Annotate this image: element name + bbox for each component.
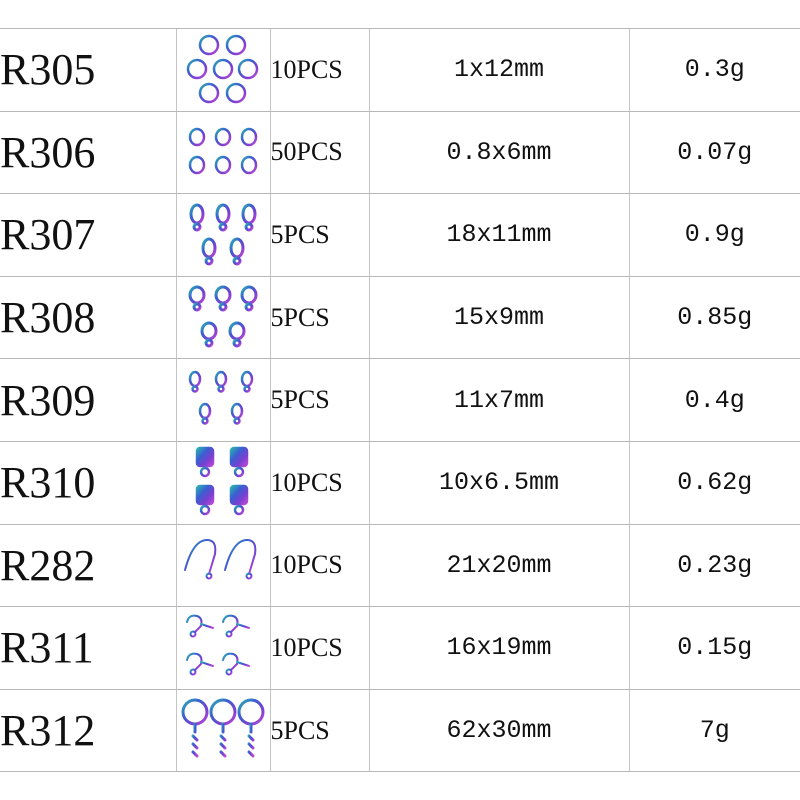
quantity: 10PCS bbox=[269, 523, 369, 608]
product-code: R312 bbox=[0, 688, 176, 773]
table-row: R307 5PCS 18x11mm 0.9g bbox=[0, 193, 800, 277]
product-thumbnail bbox=[175, 193, 270, 277]
spec-table: R305 10PCS 1x12mm 0.3g R306 50PCS bbox=[0, 28, 800, 773]
weight: 0.4g bbox=[628, 358, 800, 442]
product-code: R309 bbox=[0, 358, 176, 442]
product-code: R311 bbox=[0, 606, 176, 690]
key-ring-icon bbox=[181, 698, 265, 758]
weight: 0.9g bbox=[628, 193, 800, 277]
quantity: 50PCS bbox=[269, 110, 369, 195]
product-code: R308 bbox=[0, 275, 176, 360]
table-row: R309 5PCS 11x7mm 0.4g bbox=[0, 358, 800, 442]
quantity: 5PCS bbox=[269, 193, 369, 277]
product-code: R305 bbox=[0, 28, 176, 112]
dimensions: 62x30mm bbox=[368, 688, 629, 773]
product-thumbnail bbox=[175, 358, 270, 442]
dimensions: 18x11mm bbox=[368, 193, 629, 277]
weight: 0.07g bbox=[628, 110, 800, 195]
quantity: 10PCS bbox=[269, 440, 369, 525]
lobster-clasp-small-icon bbox=[188, 370, 254, 425]
quantity: 5PCS bbox=[269, 688, 369, 773]
quantity: 10PCS bbox=[269, 28, 369, 112]
product-thumbnail bbox=[175, 110, 270, 195]
ear-wire-icon bbox=[186, 614, 250, 676]
product-code: R282 bbox=[0, 523, 176, 608]
quantity: 10PCS bbox=[269, 606, 369, 690]
table-row: R310 10PCS 10x6.5mm 0.62g bbox=[0, 440, 800, 525]
table-row: R308 5PCS 15x9mm 0.85g bbox=[0, 275, 800, 360]
weight: 0.85g bbox=[628, 275, 800, 360]
dimensions: 1x12mm bbox=[368, 28, 629, 112]
table-row: R282 10PCS 21x20mm 0.23g bbox=[0, 523, 800, 608]
product-code: R307 bbox=[0, 193, 176, 277]
weight: 0.15g bbox=[628, 606, 800, 690]
end-cap-icon bbox=[195, 446, 249, 516]
weight: 0.62g bbox=[628, 440, 800, 525]
product-thumbnail bbox=[175, 523, 270, 608]
dimensions: 15x9mm bbox=[368, 275, 629, 360]
dimensions: 10x6.5mm bbox=[368, 440, 629, 525]
table-row: R312 5PCS 62x30mm 7g bbox=[0, 688, 800, 773]
product-thumbnail bbox=[175, 28, 270, 112]
lobster-clasp-icon bbox=[189, 203, 257, 266]
quantity: 5PCS bbox=[269, 275, 369, 360]
product-code: R306 bbox=[0, 110, 176, 195]
weight: 7g bbox=[628, 688, 800, 773]
table-row: R305 10PCS 1x12mm 0.3g bbox=[0, 28, 800, 112]
product-thumbnail bbox=[175, 606, 270, 690]
table-row: R306 50PCS 0.8x6mm 0.07g bbox=[0, 110, 800, 195]
small-jump-ring-icon bbox=[188, 128, 258, 175]
table-row: R311 10PCS 16x19mm 0.15g bbox=[0, 606, 800, 690]
lobster-clasp-icon bbox=[188, 285, 258, 348]
dimensions: 16x19mm bbox=[368, 606, 629, 690]
dimensions: 21x20mm bbox=[368, 523, 629, 608]
ear-hook-icon bbox=[184, 539, 257, 580]
product-thumbnail bbox=[175, 688, 270, 773]
product-thumbnail bbox=[175, 275, 270, 360]
dimensions: 0.8x6mm bbox=[368, 110, 629, 195]
quantity: 5PCS bbox=[269, 358, 369, 442]
jump-ring-icon bbox=[186, 34, 259, 104]
dimensions: 11x7mm bbox=[368, 358, 629, 442]
product-thumbnail bbox=[175, 440, 270, 525]
weight: 0.3g bbox=[628, 28, 800, 112]
weight: 0.23g bbox=[628, 523, 800, 608]
product-code: R310 bbox=[0, 440, 176, 525]
